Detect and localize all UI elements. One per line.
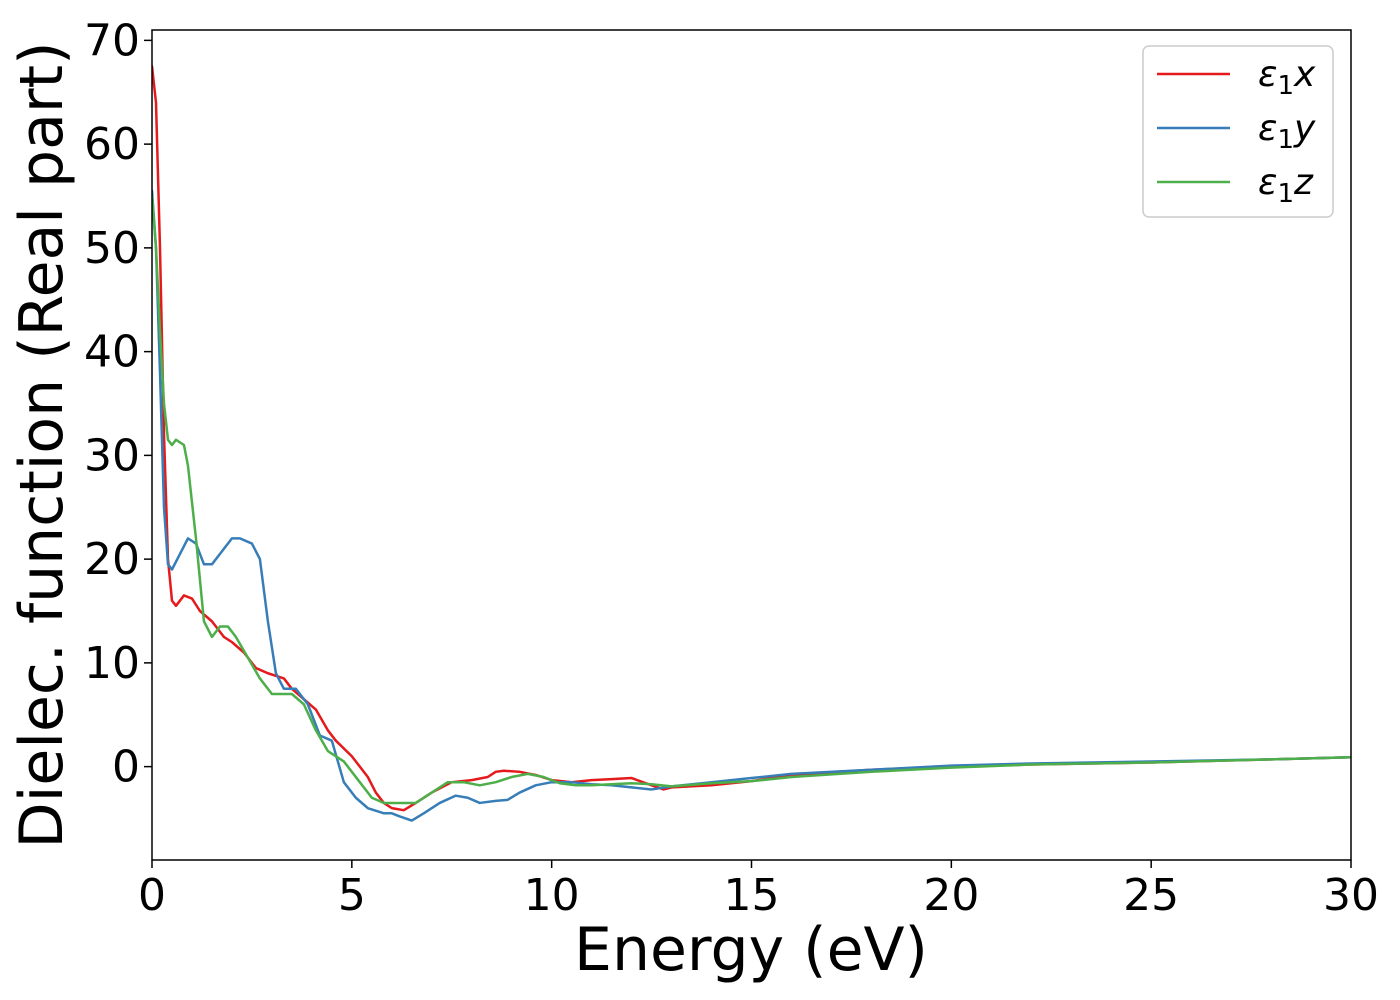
x-tick-label: 15	[724, 870, 780, 921]
legend-box	[1142, 45, 1334, 218]
x-tick-label: 5	[338, 870, 366, 921]
y-tick-label: 0	[112, 742, 140, 793]
legend-label-variable: z	[1293, 162, 1314, 203]
legend-label-subscript: 1	[1277, 125, 1294, 155]
x-axis-title: Energy (eV)	[574, 915, 928, 985]
series-line-z	[152, 194, 1351, 805]
y-tick-label: 50	[84, 223, 140, 274]
legend-label-base: ε	[1258, 54, 1277, 95]
legend-label-base: ε	[1258, 108, 1277, 149]
legend-label-y: ε1y	[1258, 108, 1316, 155]
legend-label-subscript: 1	[1277, 179, 1294, 209]
y-tick-label: 30	[84, 430, 140, 481]
legend-label-base: ε	[1258, 162, 1277, 203]
x-tick-label: 10	[524, 870, 580, 921]
x-tick-label: 20	[923, 870, 979, 921]
y-tick-label: 60	[84, 119, 140, 170]
legend-label-variable: y	[1293, 108, 1316, 149]
legend-label-x: ε1x	[1258, 54, 1316, 101]
y-tick-label: 70	[84, 15, 140, 66]
x-tick-label: 30	[1323, 870, 1379, 921]
legend-label-z: ε1z	[1258, 162, 1314, 209]
y-tick-label: 10	[84, 638, 140, 689]
x-tick-label: 0	[138, 870, 166, 921]
x-tick-label: 25	[1123, 870, 1179, 921]
y-tick-label: 20	[84, 534, 140, 585]
y-tick-label: 40	[84, 327, 140, 378]
legend-label-subscript: 1	[1277, 71, 1294, 101]
legend-label-variable: x	[1293, 54, 1316, 95]
y-axis-title: Dielec. function (Real part)	[7, 42, 77, 849]
